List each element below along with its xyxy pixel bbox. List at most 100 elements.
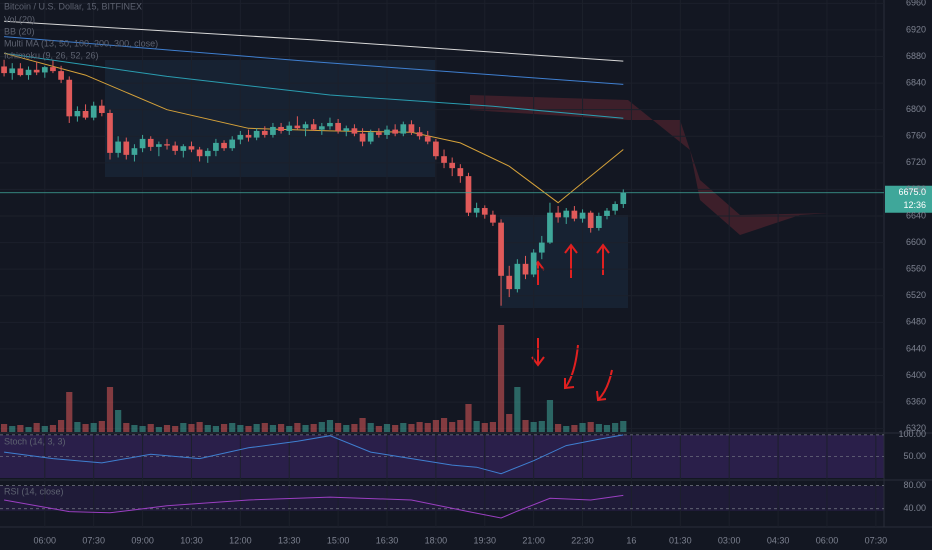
candle-body [400,124,407,134]
volume-bar [432,420,439,432]
x-tick-label: 16 [626,535,636,545]
candle-body [180,146,187,151]
candle-body [58,71,64,80]
stoch-label: Stoch (14, 3, 3) [4,436,66,446]
volume-bar [66,392,73,432]
volume-bar [326,420,334,432]
volume-bar [612,423,619,432]
candle-body [310,124,317,130]
x-tick-label: 15:00 [327,535,350,545]
volume-bar [139,426,146,432]
volume-bar [400,423,407,432]
candle-body [147,138,154,147]
candle-body [571,210,578,219]
candle-body [245,134,252,138]
volume-bar [302,425,309,432]
candle-body [498,222,504,276]
candle-body [359,133,366,142]
volume-bar [163,425,171,432]
volume-bar [90,423,97,432]
y-tick-label: 6480 [906,317,926,327]
candle-body [457,168,464,177]
candle-body [123,141,130,155]
volume-bar [49,425,57,432]
candle-body [555,212,561,218]
range-box [105,60,435,177]
candle-body [538,242,545,253]
candle-body [563,210,570,218]
x-tick-label: 10:30 [180,535,203,545]
candle-body [530,252,537,275]
candle-body [612,204,618,211]
candle-body [367,132,374,142]
candle-body [115,141,121,153]
volume-bar [571,425,578,432]
volume-bar [318,422,325,432]
y-tick-label: 6640 [906,210,926,220]
volume-bar [367,423,374,432]
countdown: 12:36 [903,200,926,210]
y-tick-label: 6440 [906,343,926,353]
volume-bar [603,425,611,432]
volume-bar [188,424,195,432]
ichimoku-cloud [470,95,830,235]
x-tick-label: 07:30 [865,535,888,545]
volume-bar [0,424,8,432]
volume-bar [74,422,81,432]
volume-bar [506,414,513,432]
x-tick-label: 07:30 [82,535,105,545]
volume-bar [359,418,366,432]
volume-bar [383,424,391,432]
y-tick-label: 50.00 [903,451,926,461]
candle-body [270,126,276,135]
volume-bar [294,423,301,432]
candle-body [384,129,390,135]
volume-bar [147,424,154,432]
candle-body [294,125,301,129]
volume-bar [82,424,89,432]
title: Bitcoin / U.S. Dollar, 15, BITFINEX [4,1,142,11]
y-tick-label: 6800 [906,104,926,114]
volume-bar [497,325,505,432]
x-tick-label: 16:30 [376,535,399,545]
candle-body [213,142,219,151]
volume-bar [489,422,497,432]
volume-bar [351,424,358,432]
moving-average [4,36,624,85]
y-tick-label: 6720 [906,157,926,167]
volume-bar [25,427,32,432]
volume-bar [131,425,138,432]
candle-body [261,130,268,135]
candle-body [33,69,40,73]
candle-body [1,66,7,74]
legend: Bitcoin / U.S. Dollar, 15, BITFINEX Vol … [4,1,158,496]
candle-body [107,112,113,153]
y-tick-label: 6360 [906,396,926,406]
y-tick-label: 6880 [906,51,926,61]
volume-bar [277,424,285,432]
y-tick-label: 40.00 [903,503,926,513]
volume-bar [204,425,211,432]
volume-bar [343,425,350,432]
indicator-label: Ichimoku (9, 26, 52, 26) [4,50,99,60]
candle-body [253,130,260,138]
volume-bar [408,424,415,432]
volume-bar [245,426,252,432]
volume-bar [155,427,162,432]
candle-body [131,148,138,155]
volume-bar [416,422,423,432]
candle-body [50,67,56,72]
x-tick-label: 06:00 [816,535,839,545]
y-tick-label: 100.00 [898,429,926,439]
candle-body [25,69,32,76]
volume-bar [310,424,317,432]
y-tick-label: 6320 [906,423,926,433]
x-tick-label: 09:00 [131,535,154,545]
volume-bar [335,423,342,432]
volume-bar [106,387,114,432]
x-tick-label: 04:30 [767,535,790,545]
x-tick-label: 21:00 [522,535,545,545]
volume-bar [261,423,268,432]
candle-body [547,212,553,243]
